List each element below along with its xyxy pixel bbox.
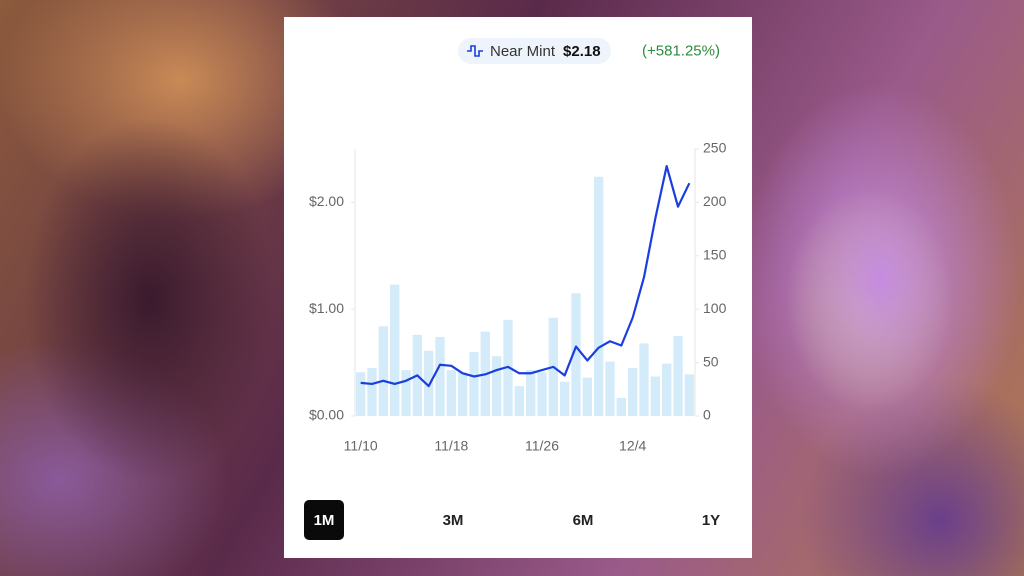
volume-bar — [435, 336, 445, 416]
range-button[interactable]: 1M — [304, 500, 344, 540]
volume-bar — [594, 176, 604, 416]
volume-bar — [469, 351, 479, 416]
volume-bar — [526, 370, 536, 416]
volume-bar — [628, 367, 638, 416]
series-label: Near Mint — [490, 42, 556, 60]
volume-bar — [401, 370, 411, 416]
y2-tick-label: 150 — [703, 247, 727, 263]
y2-tick-label: 100 — [703, 300, 727, 316]
volume-bar — [424, 350, 434, 416]
volume-bar — [639, 343, 649, 416]
y2-tick-label: 250 — [703, 140, 727, 156]
y-tick-label: $1.00 — [309, 300, 344, 316]
volume-bar — [684, 374, 694, 416]
volume-bar — [378, 326, 388, 416]
volume-bar — [605, 361, 615, 416]
volume-bar — [582, 377, 592, 416]
volume-bar — [616, 397, 626, 416]
y2-tick-label: 0 — [703, 407, 711, 423]
x-tick-label: 11/10 — [344, 438, 378, 454]
volume-bar — [356, 372, 366, 416]
legend-pill: Near Mint $2.18 — [458, 38, 611, 64]
volume-bar — [390, 284, 400, 416]
volume-bar — [537, 372, 547, 416]
volume-bar — [514, 386, 524, 416]
range-button[interactable]: 1Y — [701, 511, 721, 529]
x-tick-label: 11/26 — [525, 438, 559, 454]
price: $2.18 — [563, 42, 601, 60]
y-tick-label: $0.00 — [309, 407, 344, 423]
volume-bar — [492, 356, 502, 416]
volume-bar — [650, 376, 660, 416]
price-change: (+581.25%) — [642, 42, 720, 60]
y2-tick-label: 200 — [703, 193, 727, 209]
price-card: Near Mint $2.18 (+581.25%) $0.00 $1.00 $2.… — [284, 17, 752, 558]
chart: $0.00 $1.00 $2.00 0 50 100 150 200 250 11/10 11/18… — [309, 140, 727, 454]
volume-bar — [662, 363, 672, 416]
range-button[interactable]: 6M — [572, 511, 594, 529]
volume-bar — [571, 293, 581, 416]
x-tick-label: 12/4 — [619, 438, 646, 454]
range-button[interactable]: 3M — [442, 511, 464, 529]
volume-bar — [560, 381, 570, 416]
volume-bar — [458, 372, 468, 416]
y-tick-label: $2.00 — [309, 193, 344, 209]
volume-bar — [446, 370, 456, 416]
volume-bar — [673, 335, 683, 416]
price-line — [360, 164, 691, 388]
volume-bar — [367, 367, 377, 416]
legend-icon — [467, 45, 483, 57]
x-tick-label: 11/18 — [434, 438, 468, 454]
y2-tick-label: 50 — [703, 353, 719, 369]
